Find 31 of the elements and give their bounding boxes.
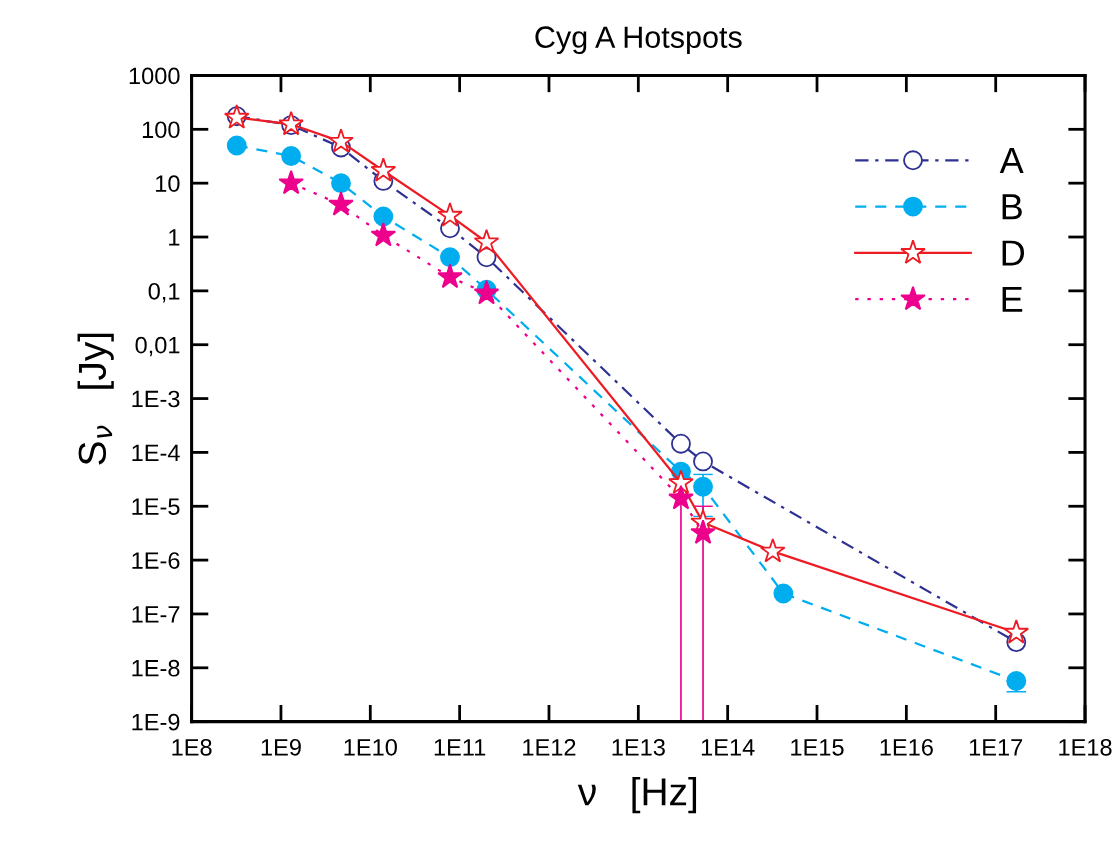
text: S$_{ν}$ [Jy] <box>77 333 114 465</box>
x-tick-label: 1E11 <box>434 739 486 756</box>
chart-title: Cyg A Hotspots <box>535 26 742 55</box>
legend-label: D <box>1002 240 1025 266</box>
y-tick-label: 0,1 <box>148 282 180 303</box>
y-tick-label: 10 <box>156 175 180 192</box>
y-tick-label: 1E-4 <box>132 444 180 461</box>
x-tick-label: 1E15 <box>791 739 844 756</box>
y-tick-label: 1E-3 <box>132 390 180 408</box>
y-tick-label: 0,01 <box>135 336 180 357</box>
y-tick-label: 1000 <box>129 67 180 85</box>
y-tick-label: 1E-5 <box>132 498 180 516</box>
x-tick-label: 1E13 <box>612 738 665 756</box>
x-tick-label: 1E14 <box>701 739 755 756</box>
y-tick-label: 1E-7 <box>132 606 180 623</box>
x-tick-label: 1E8 <box>172 738 212 756</box>
x-tick-label: 1E10 <box>344 738 397 756</box>
x-tick-label: 1E17 <box>969 739 1023 756</box>
x-axis-title: ν [Hz] <box>577 776 697 814</box>
legend-label: A <box>999 148 1024 173</box>
y-tick-label: 1E-9 <box>132 713 180 731</box>
x-tick-label: 1E16 <box>880 738 933 756</box>
y-tick-label: 1 <box>169 229 180 246</box>
y-tick-label: 1E-6 <box>132 552 180 569</box>
x-tick-label: 1E18 <box>1059 738 1112 756</box>
legend-label: E <box>1002 286 1023 312</box>
y-tick-label: 100 <box>142 121 180 139</box>
x-tick-label: 1E12 <box>523 738 576 756</box>
x-tick-label: 1E9 <box>261 738 301 756</box>
legend-label: B <box>1002 194 1022 220</box>
y-tick-label: 1E-8 <box>132 659 180 677</box>
